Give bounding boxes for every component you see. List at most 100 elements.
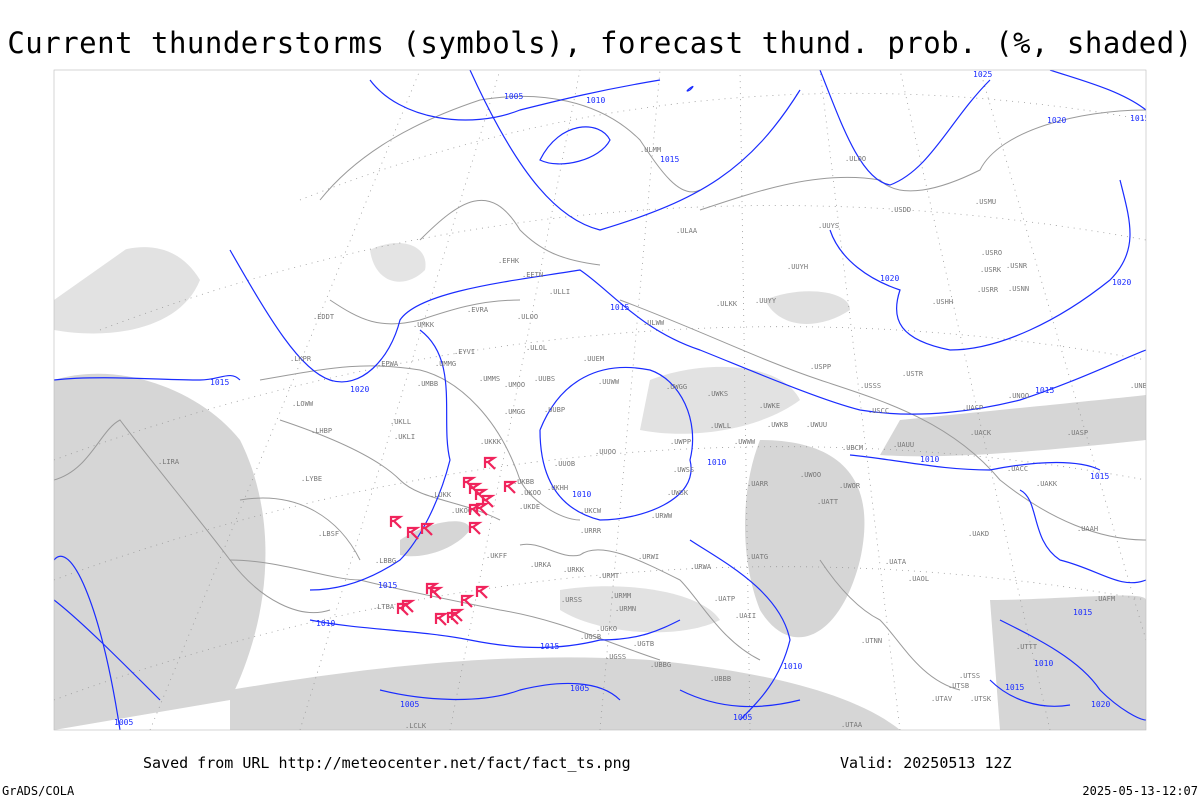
- thunderstorm-symbol: [389, 515, 404, 529]
- station-label: .LBBG: [375, 557, 396, 565]
- station-label: .UNBB: [1130, 382, 1151, 390]
- station-label: .URWW: [651, 512, 673, 520]
- station-label: .UMGG: [504, 408, 525, 416]
- station-label: .UWOR: [839, 482, 861, 490]
- isobar-label: 1010: [783, 662, 802, 671]
- station-label: .EFHK: [498, 257, 520, 265]
- station-label: .UKLI: [394, 433, 415, 441]
- station-label: .LHBP: [311, 427, 332, 435]
- station-label: .UTSK: [970, 695, 992, 703]
- lat-lon-grid: [54, 70, 1146, 730]
- station-label: .UWOO: [800, 471, 821, 479]
- map-title: Current thunderstorms (symbols), forecas…: [7, 26, 1193, 60]
- thunderstorm-symbol: [429, 586, 444, 600]
- station-label: .UKOO: [520, 489, 541, 497]
- station-label: .EETN: [522, 271, 543, 279]
- isobar-label: 1025: [973, 70, 992, 79]
- station-label: .UAFM: [1094, 595, 1115, 603]
- station-label: .UTTT: [1016, 643, 1038, 651]
- isobar-label: 1010: [586, 96, 605, 105]
- station-label: .UMKK: [413, 321, 435, 329]
- station-label: .LBSF: [318, 530, 339, 538]
- station-label: .USDD: [890, 206, 911, 214]
- station-label: .UWUU: [806, 421, 827, 429]
- station-label: .UTNN: [861, 637, 882, 645]
- station-label: .UKBB: [513, 478, 534, 486]
- station-label: .UKLL: [390, 418, 411, 426]
- isobar-label: 1020: [1091, 700, 1110, 709]
- thunderstorm-symbol: [468, 521, 483, 535]
- station-label: .USPP: [810, 363, 831, 371]
- station-label: .USSS: [860, 382, 881, 390]
- station-label: .LOWW: [292, 400, 314, 408]
- station-label: .ULAA: [676, 227, 698, 235]
- station-label: .UARR: [747, 480, 769, 488]
- valid-time-text: Valid: 20250513 12Z: [840, 754, 1012, 772]
- thunderstorm-symbols: [389, 456, 518, 626]
- station-label: .UAII: [735, 612, 756, 620]
- station-label: .UBBB: [710, 675, 731, 683]
- thunderstorm-probability-shading: [54, 242, 1146, 730]
- isobar-label: 1015: [210, 378, 229, 387]
- thunderstorm-symbol: [483, 456, 498, 470]
- station-label: .EDDT: [313, 313, 335, 321]
- isobar-label: 1010: [1034, 659, 1053, 668]
- station-label: .URKK: [563, 566, 585, 574]
- station-label: .UACK: [970, 429, 992, 437]
- station-label: .UTAA: [841, 721, 863, 729]
- thunderstorm-symbol: [401, 599, 416, 613]
- isobar-label: 1020: [350, 385, 369, 394]
- station-label: .UKCW: [580, 507, 602, 515]
- station-label: .URMT: [598, 572, 620, 580]
- isobar-label: 1020: [1112, 278, 1131, 287]
- isobars: [54, 70, 1146, 730]
- station-label: .UACP: [962, 404, 983, 412]
- station-label: .UTSB: [948, 682, 969, 690]
- station-label: .UWKB: [767, 421, 788, 429]
- station-label: .LKPR: [290, 355, 312, 363]
- isobar-label: 1015: [1090, 472, 1109, 481]
- generation-timestamp: 2025-05-13-12:07: [1082, 784, 1198, 798]
- isobar-label: 1005: [504, 92, 523, 101]
- station-label: .UWPP: [670, 438, 691, 446]
- isobar-label: 1005: [114, 718, 133, 727]
- isobar-label: 1010: [572, 490, 591, 499]
- station-labels: .ULMM .ULOO .ULAA .UUYS .USDD .USMU .USRO .USRK…: [158, 146, 1151, 730]
- station-label: .UWLL: [710, 422, 731, 430]
- thunderstorm-symbol: [481, 494, 496, 508]
- station-label: .LIRA: [158, 458, 180, 466]
- station-label: .ULKK: [716, 300, 738, 308]
- thunderstorm-symbol: [434, 612, 449, 626]
- isobar-label: 1005: [733, 713, 752, 722]
- station-label: .UGSS: [605, 653, 626, 661]
- station-label: .URKA: [530, 561, 552, 569]
- isobar-label: 1010: [316, 619, 335, 628]
- station-label: .UGTB: [633, 640, 654, 648]
- station-label: .UWGG: [666, 383, 687, 391]
- isobar-label: 1015: [1073, 608, 1092, 617]
- station-label: .LUKK: [430, 491, 452, 499]
- isobar-label: 1015: [1035, 386, 1054, 395]
- coastlines-and-borders: [54, 95, 1146, 691]
- station-label: .UKDE: [519, 503, 540, 511]
- station-label: .UUBP: [544, 406, 565, 414]
- station-label: .USNN: [1008, 285, 1029, 293]
- station-label: .UTAV: [931, 695, 953, 703]
- station-label: .USNR: [1006, 262, 1028, 270]
- station-label: .UGSB: [580, 633, 601, 641]
- isobar-label: 1020: [880, 274, 899, 283]
- station-label: .UMBB: [417, 380, 438, 388]
- station-label: .ULMM: [640, 146, 661, 154]
- station-label: .ULOO: [517, 313, 538, 321]
- station-label: .UNOO: [1008, 392, 1029, 400]
- station-label: .UBBG: [650, 661, 671, 669]
- station-label: .UUYH: [787, 263, 808, 271]
- thunderstorm-symbol: [475, 585, 490, 599]
- station-label: .URRR: [580, 527, 602, 535]
- isobar-label: 1015: [540, 642, 559, 651]
- station-label: .USHH: [932, 298, 953, 306]
- station-label: .EYVI: [454, 348, 475, 356]
- isobar-label: 1015: [378, 581, 397, 590]
- isobar-label: 1020: [1047, 116, 1066, 125]
- station-label: .UUWW: [598, 378, 620, 386]
